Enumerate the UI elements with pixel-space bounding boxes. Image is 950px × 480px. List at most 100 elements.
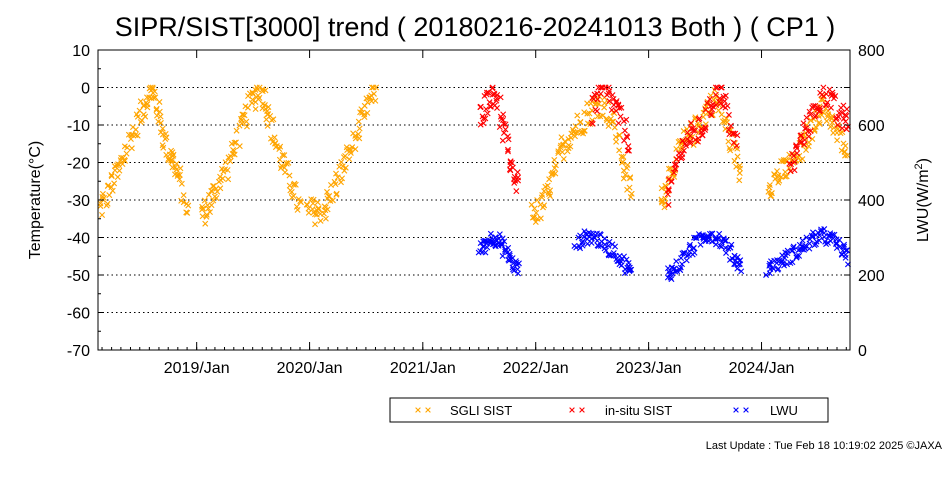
data-point [588, 119, 595, 126]
y-tick-label: -70 [67, 343, 90, 360]
data-point [687, 138, 694, 145]
data-point [622, 171, 629, 178]
data-point [794, 150, 801, 157]
data-point [816, 237, 823, 244]
data-point [156, 108, 163, 115]
data-point [315, 205, 322, 212]
data-point [231, 151, 238, 158]
data-point [605, 90, 612, 97]
data-point [202, 220, 209, 227]
data-point [841, 241, 848, 248]
data-point [615, 120, 622, 127]
data-point [665, 186, 672, 193]
data-point [842, 247, 849, 254]
data-point [287, 187, 294, 194]
data-point [551, 156, 558, 163]
data-point [628, 190, 635, 197]
data-point [104, 200, 111, 207]
data-point [577, 119, 584, 126]
data-point [511, 267, 518, 274]
data-point [670, 169, 677, 176]
data-point [312, 211, 318, 218]
data-point [805, 133, 812, 140]
data-point [157, 113, 164, 120]
data-point [794, 252, 800, 259]
y2-tick-label: 600 [858, 118, 885, 135]
data-point [558, 134, 565, 141]
data-point [610, 118, 617, 125]
data-point [812, 112, 819, 119]
data-point [105, 182, 112, 189]
data-point [738, 268, 745, 275]
data-point [203, 213, 210, 220]
data-point [765, 188, 772, 195]
data-point [157, 129, 164, 136]
data-point [213, 195, 220, 202]
y-tick-label: -30 [67, 193, 90, 210]
data-point [732, 140, 738, 147]
x-tick-label: 2020/Jan [277, 360, 343, 377]
data-point [683, 257, 690, 264]
data-point [725, 138, 732, 145]
data-point [776, 177, 783, 184]
data-point [763, 271, 770, 278]
data-point [775, 172, 782, 179]
data-point [541, 202, 548, 209]
data-point [709, 230, 716, 237]
data-point [505, 244, 512, 251]
legend-label-insitu: in-situ SIST [605, 403, 672, 418]
data-point [844, 247, 851, 254]
data-point [817, 105, 823, 112]
y2-axis-label-end: ) [915, 158, 932, 163]
data-point [361, 114, 368, 121]
data-point [791, 167, 798, 174]
data-point [140, 102, 147, 109]
data-point [833, 245, 840, 251]
data-point [616, 105, 623, 112]
data-point [338, 159, 345, 166]
data-point [115, 161, 122, 168]
data-point [803, 124, 810, 131]
data-point [552, 162, 559, 169]
data-point [728, 241, 735, 248]
data-point [494, 91, 501, 98]
data-point [342, 164, 349, 171]
data-point [277, 143, 284, 150]
data-point [222, 159, 229, 166]
data-point [152, 94, 159, 101]
data-point [173, 166, 180, 173]
data-point [782, 173, 789, 180]
data-point [322, 215, 329, 222]
data-point [788, 161, 795, 168]
data-point [339, 175, 346, 182]
data-point [620, 175, 627, 182]
data-point [602, 247, 609, 254]
legend-marker [579, 407, 585, 413]
data-point [817, 228, 824, 235]
data-point [143, 94, 150, 101]
data-point [282, 169, 289, 176]
data-point [278, 162, 285, 169]
data-point [156, 98, 163, 105]
data-point [823, 241, 830, 247]
data-point [537, 215, 544, 222]
y2-tick-label: 200 [858, 268, 885, 285]
data-point [842, 142, 849, 149]
data-point [617, 113, 624, 120]
data-point [169, 152, 176, 159]
data-point [357, 109, 364, 116]
legend-marker [733, 407, 739, 413]
data-point [717, 84, 724, 91]
data-point [816, 119, 823, 126]
data-point [679, 154, 686, 161]
data-point [702, 124, 709, 131]
data-point [702, 106, 709, 113]
data-point [625, 260, 632, 266]
data-point [480, 120, 487, 127]
data-point [821, 233, 828, 240]
data-point [509, 164, 516, 171]
data-point [784, 261, 791, 268]
data-point [594, 96, 601, 103]
data-point [774, 168, 781, 175]
data-point [496, 231, 503, 238]
